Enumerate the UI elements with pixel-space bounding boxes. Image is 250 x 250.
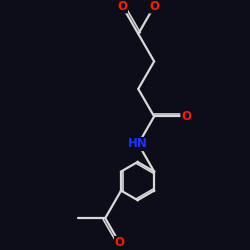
Text: O: O [117, 0, 127, 13]
Text: O: O [114, 236, 124, 250]
Text: O: O [181, 110, 191, 123]
Text: HN: HN [128, 138, 148, 150]
Text: O: O [149, 0, 159, 13]
